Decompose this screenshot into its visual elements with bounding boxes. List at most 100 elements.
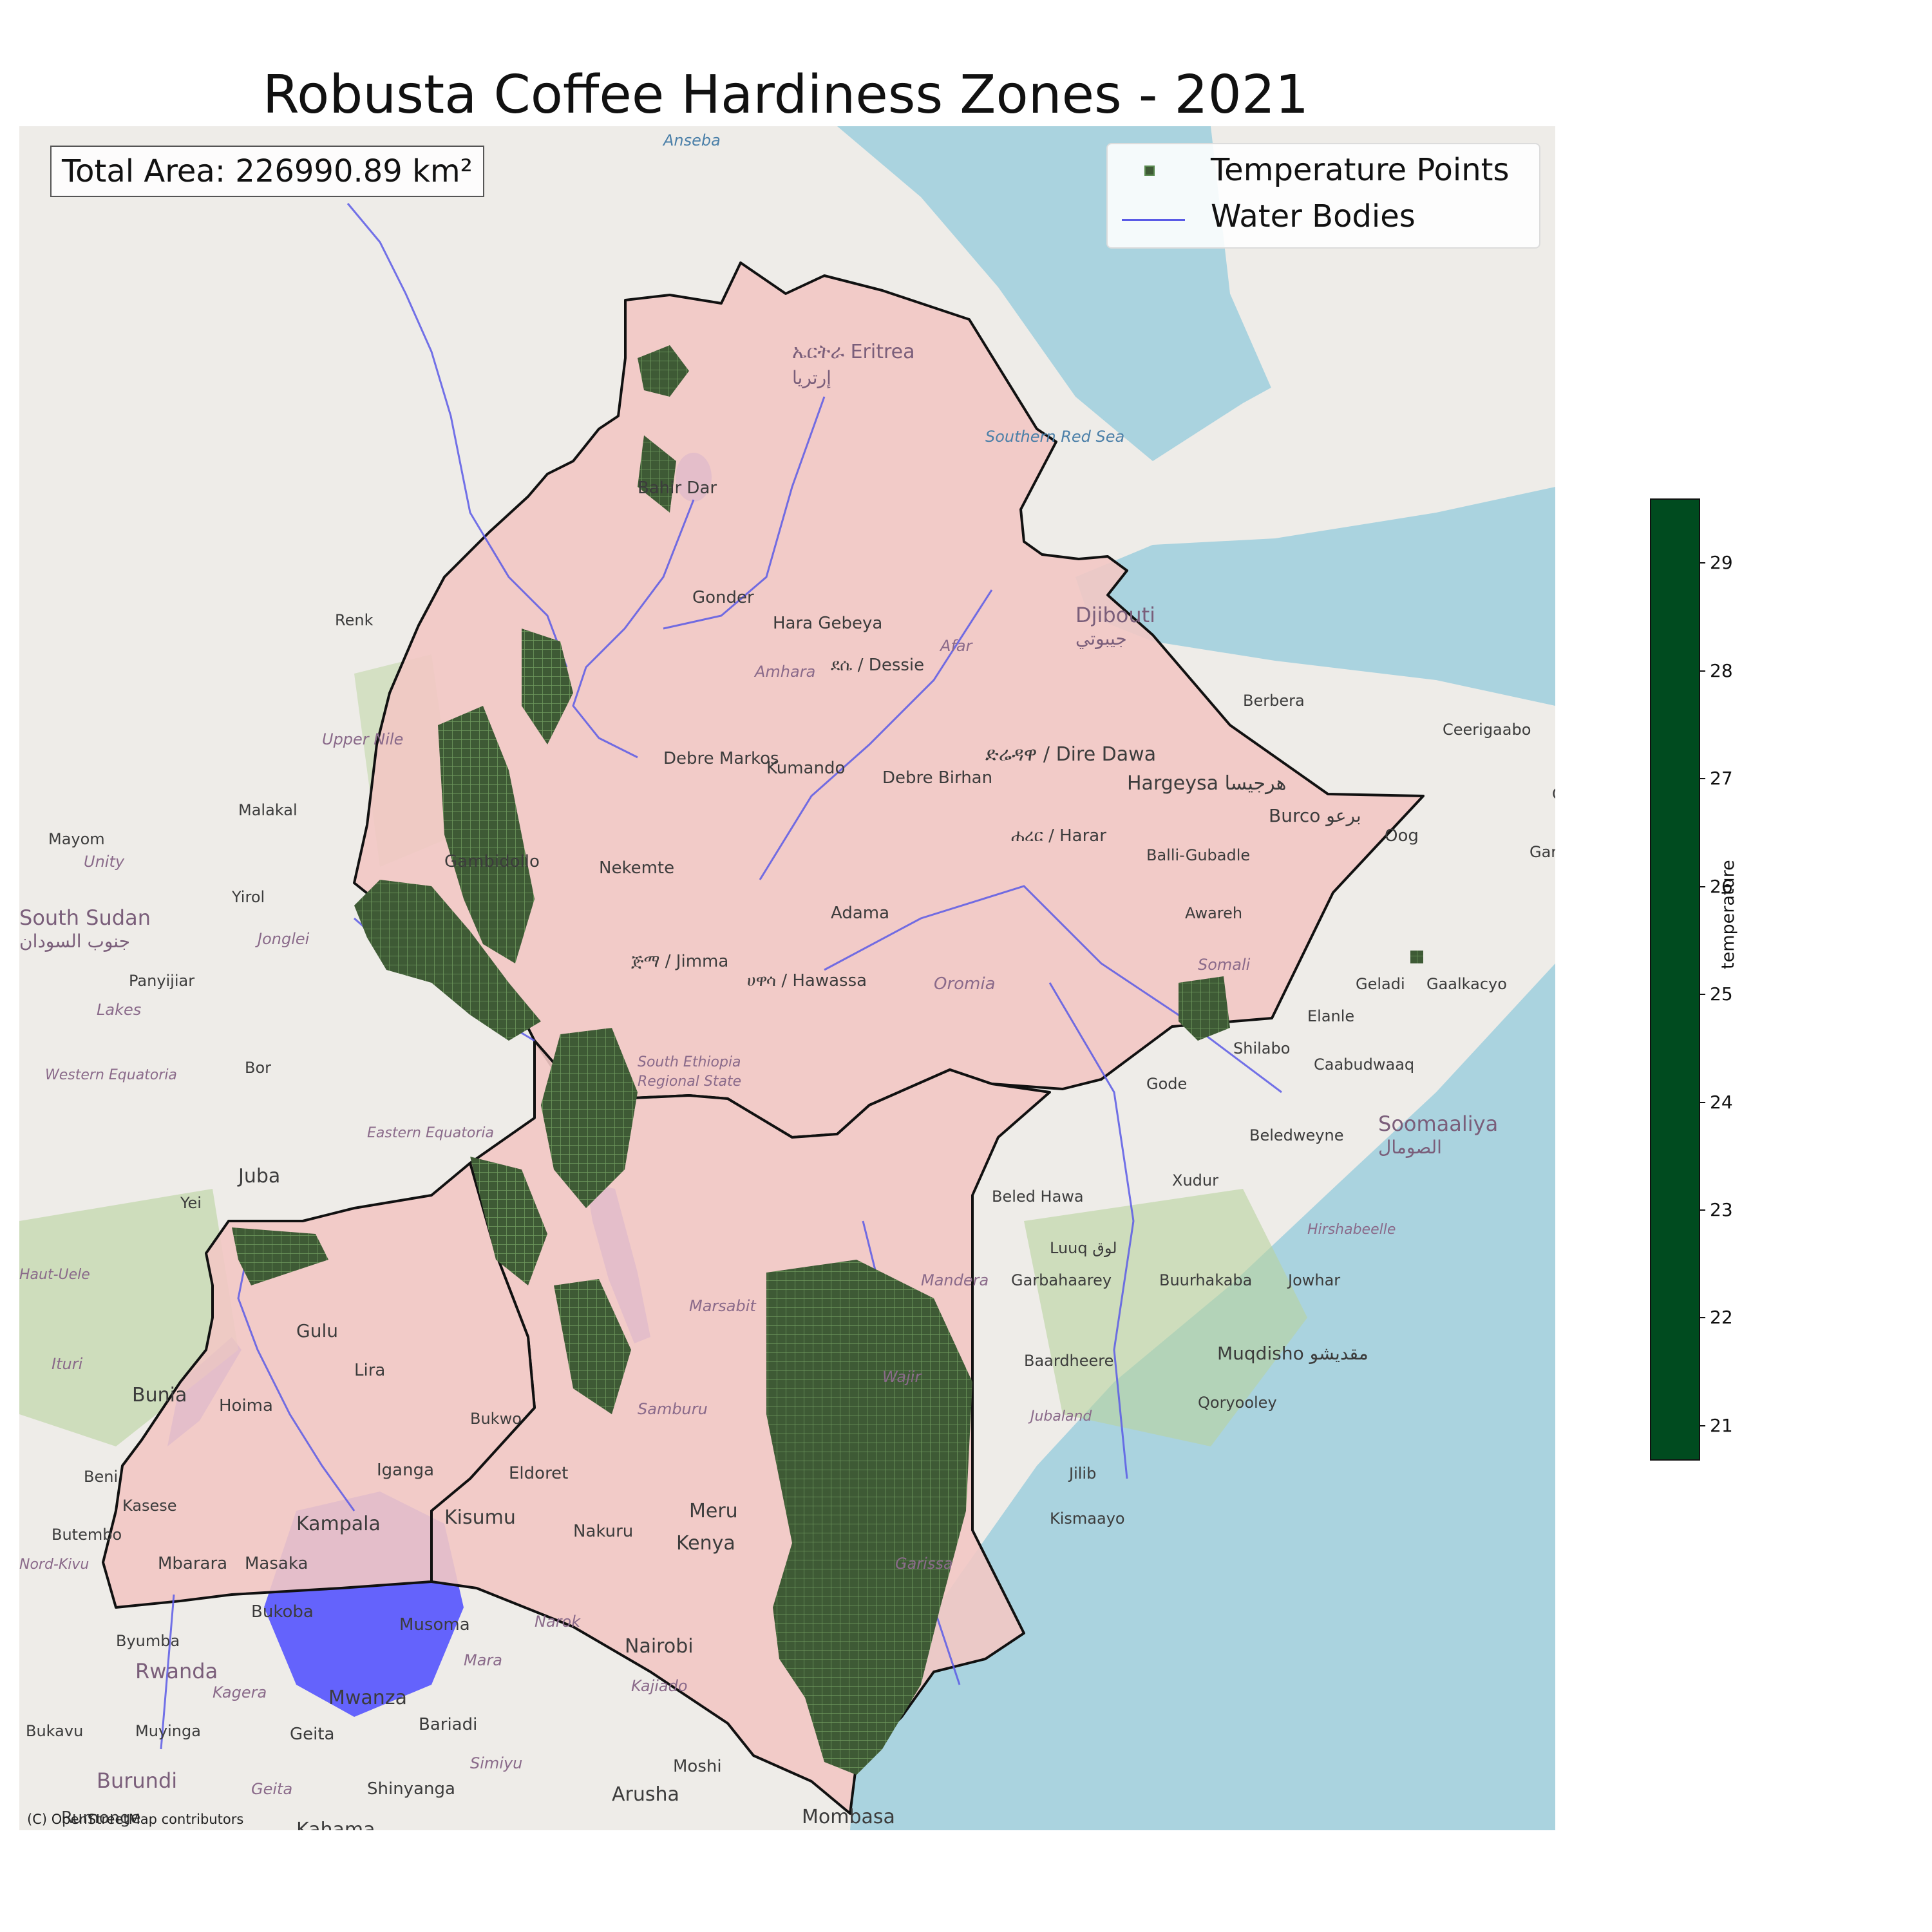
label-somalia-ar: الصومال	[1378, 1137, 1442, 1158]
label-yirol: Yirol	[231, 888, 265, 906]
points-cluster-somali-east	[1410, 951, 1423, 963]
label-burundi: Burundi	[97, 1768, 177, 1793]
label-butembo: Butembo	[52, 1526, 122, 1544]
points-cluster-uganda-north	[232, 1227, 328, 1285]
label-bukwo: Bukwo	[470, 1410, 522, 1428]
colorbar-tick-label: 21	[1710, 1414, 1733, 1436]
label-lakes: Lakes	[97, 1001, 141, 1019]
label-meru: Meru	[689, 1500, 738, 1522]
river-juba	[1048, 982, 1135, 1479]
label-narok: Narok	[535, 1613, 581, 1631]
legend: Temperature Points Water Bodies	[1106, 143, 1540, 249]
label-geladi: Geladi	[1356, 975, 1405, 993]
label-burco: Burco برعو	[1269, 805, 1361, 826]
points-cluster-west-ethiopia	[354, 880, 541, 1041]
label-shilabo: Shilabo	[1233, 1039, 1290, 1057]
label-anseba: Anseba	[662, 131, 721, 149]
legend-entry-water: Water Bodies	[1108, 196, 1539, 241]
river-kagera	[160, 1594, 175, 1750]
temperature-points	[232, 345, 1423, 1775]
points-cluster-south-ethiopia	[541, 1028, 638, 1208]
label-gode: Gode	[1146, 1075, 1187, 1093]
label-afar: Afar	[939, 637, 974, 655]
label-bariadi: Bariadi	[419, 1715, 477, 1734]
map-frame[interactable]: ኤርትራ Eritrea إرتريا Djibouti جيبوتي Sout…	[19, 126, 1555, 1830]
label-somalia: Soomaaliya	[1378, 1112, 1498, 1136]
line-icon	[1122, 219, 1185, 221]
label-nord-kivu: Nord-Kivu	[19, 1557, 89, 1573]
label-luuq: Luuq لوق	[1050, 1239, 1117, 1257]
colorbar-tick	[1699, 1425, 1705, 1426]
points-cluster-tigray	[638, 345, 689, 397]
label-ceerigaabo: Ceerigaabo	[1443, 721, 1531, 739]
label-iganga: Iganga	[377, 1461, 434, 1480]
label-oromia: Oromia	[934, 974, 996, 994]
colorbar-tick	[1699, 1101, 1705, 1103]
colorbar-tick	[1699, 1317, 1705, 1319]
label-rwanda: Rwanda	[135, 1659, 218, 1683]
label-elanle: Elanle	[1307, 1007, 1354, 1025]
total-area-box: Total Area: 226990.89 km²	[50, 146, 484, 197]
points-cluster-kenya-east	[766, 1260, 972, 1775]
label-eldoret: Eldoret	[509, 1464, 568, 1483]
label-maiom: Mayom	[48, 830, 105, 848]
label-kenya: Kenya	[676, 1532, 735, 1555]
legend-entry-points: Temperature Points	[1108, 149, 1539, 194]
label-debre-markos: Debre Markos	[663, 749, 779, 768]
river-victoria-nile	[237, 1233, 355, 1511]
colorbar-tick-label: 24	[1710, 1091, 1733, 1113]
label-djibouti-ar: جيبوتي	[1075, 628, 1127, 649]
colorbar-title: temperature	[1718, 860, 1738, 969]
label-muqdisho: Muqdisho مقديشو	[1217, 1343, 1368, 1364]
label-rumonge: Rumonge	[61, 1808, 141, 1828]
label-geita: Geita	[290, 1725, 335, 1744]
label-beledweyne: Beledweyne	[1249, 1126, 1343, 1144]
label-buurhakaba: Buurhakaba	[1159, 1271, 1252, 1289]
label-jubaland: Jubaland	[1028, 1408, 1092, 1425]
label-marsabit: Marsabit	[689, 1297, 757, 1315]
label-jowhar: Jowhar	[1287, 1271, 1340, 1289]
label-southern-red-sea: Southern Red Sea	[985, 428, 1124, 446]
colorbar-tick-label: 22	[1710, 1307, 1733, 1329]
label-renk: Renk	[335, 611, 374, 629]
label-amhara: Amhara	[753, 663, 815, 681]
label-juba: Juba	[237, 1165, 280, 1188]
label-panyijiar: Panyijiar	[129, 972, 194, 990]
label-nekemte: Nekemte	[599, 858, 674, 878]
label-kagera: Kagera	[213, 1683, 267, 1701]
colorbar-tick	[1699, 886, 1705, 887]
label-hirshabeelle: Hirshabeelle	[1307, 1222, 1396, 1238]
label-harar: ሐረር / Harar	[1011, 826, 1106, 846]
colorbar-tick-label: 28	[1710, 659, 1733, 681]
label-upper-nile: Upper Nile	[322, 730, 403, 748]
label-garbahaarey: Garbahaarey	[1011, 1271, 1112, 1289]
label-simiyu: Simiyu	[470, 1754, 522, 1772]
label-south-ethiopia: South Ethiopia	[638, 1054, 741, 1070]
label-malakal: Malakal	[238, 801, 298, 819]
colorbar-tick-label: 25	[1710, 983, 1733, 1005]
label-mbarara: Mbarara	[158, 1554, 227, 1573]
label-gaalkacyo: Gaalkacyo	[1426, 975, 1507, 993]
label-caabudwaaq: Caabudwaaq	[1314, 1056, 1414, 1074]
label-hawassa: ሀዋሳ / Hawassa	[747, 971, 867, 990]
points-cluster-kenya-west	[470, 1157, 547, 1285]
river-blue-nile	[572, 499, 695, 759]
river-atbara	[663, 396, 826, 630]
label-baardheere: Baardheere	[1024, 1352, 1113, 1370]
points-cluster-kenya-mid	[554, 1279, 631, 1414]
label-nairobi: Nairobi	[625, 1635, 694, 1658]
label-wajir: Wajir	[882, 1368, 922, 1386]
river-white-nile	[346, 203, 568, 668]
label-mara: Mara	[464, 1651, 502, 1669]
study-region	[102, 261, 1425, 1815]
label-unity: Unity	[84, 853, 125, 871]
label-moshi: Moshi	[673, 1757, 722, 1776]
colorbar	[1650, 498, 1700, 1461]
colorbar-tick	[1699, 778, 1705, 780]
gulf-of-aden	[1075, 487, 1555, 706]
label-dire-dawa: ድሬዳዋ / Dire Dawa	[985, 743, 1156, 766]
label-byumba: Byumba	[116, 1632, 180, 1650]
label-debre-birhan: Debre Birhan	[882, 768, 992, 788]
label-beled-hawa: Beled Hawa	[992, 1188, 1084, 1206]
map-labels: ኤርትራ Eritrea إرتريا Djibouti جيبوتي Sout…	[19, 131, 1555, 1830]
